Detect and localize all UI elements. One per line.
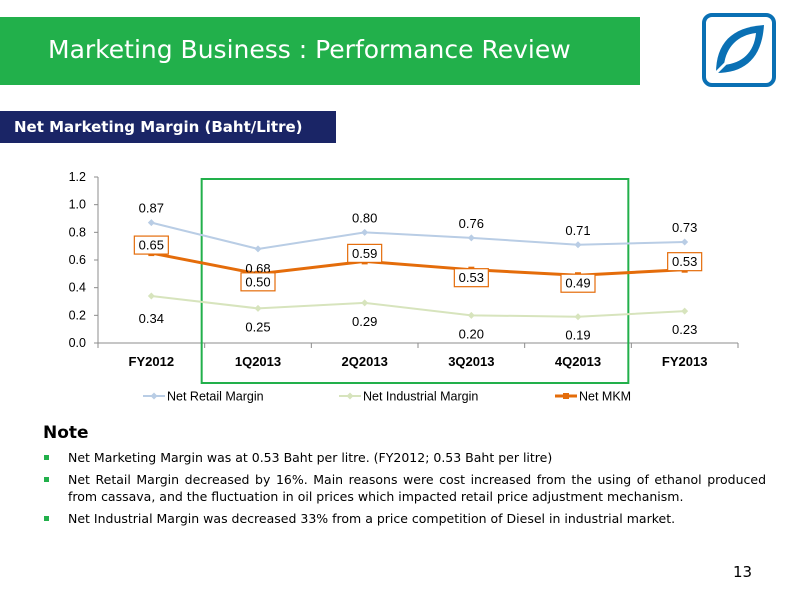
data-label-net-mkm: 0.65 — [139, 238, 164, 253]
legend-label: Net Industrial Margin — [363, 390, 478, 404]
legend-swatch-marker — [346, 392, 354, 400]
y-tick-label: 0.8 — [69, 225, 86, 239]
data-point-net-retail-margin — [574, 241, 582, 249]
data-point-net-retail-margin — [681, 238, 689, 246]
data-label-net-retail-margin: 0.76 — [459, 216, 484, 231]
y-tick-label: 0.4 — [69, 281, 86, 295]
note-item: Net Industrial Margin was decreased 33% … — [42, 510, 766, 527]
y-tick-label: 0.6 — [69, 253, 86, 267]
x-tick-label: 2Q2013 — [342, 354, 388, 369]
title-bar — [0, 17, 640, 85]
data-label-net-industrial-margin: 0.34 — [139, 311, 164, 326]
note-list: Net Marketing Margin was at 0.53 Baht pe… — [42, 449, 766, 532]
data-label-net-industrial-margin: 0.25 — [245, 319, 270, 334]
series-line-net-retail-margin — [151, 221, 685, 250]
data-point-net-industrial-margin — [361, 299, 369, 307]
section-header-bar — [0, 111, 336, 143]
data-label-net-retail-margin: 0.87 — [139, 201, 164, 216]
data-label-net-industrial-margin: 0.19 — [565, 328, 590, 343]
data-point-net-industrial-margin — [254, 304, 262, 312]
data-point-net-retail-margin — [254, 245, 262, 253]
bullet-icon — [44, 516, 49, 521]
note-item: Net Marketing Margin was at 0.53 Baht pe… — [42, 449, 766, 466]
data-label-box-net-mkm — [560, 273, 596, 293]
note-item-text: Net Retail Margin decreased by 16%. Main… — [68, 472, 766, 504]
data-label-net-mkm: 0.53 — [672, 254, 697, 269]
bullet-icon — [44, 455, 49, 460]
data-label-box-net-mkm — [347, 243, 383, 263]
x-tick-label: FY2013 — [662, 354, 708, 369]
line-chart: 0.0 0.2 0.4 0.6 0.8 1.0 1.2 FY2012 1Q2013 2Q2013 3… — [69, 170, 739, 404]
legend-swatch-marker — [150, 392, 158, 400]
x-tick-label: 4Q2013 — [555, 354, 601, 369]
legend-label: Net Retail Margin — [167, 390, 264, 404]
data-label-box-net-mkm — [453, 268, 489, 288]
data-point-net-retail-margin — [467, 234, 475, 242]
series-line-net-mkm — [151, 251, 685, 277]
data-label-net-retail-margin: 0.71 — [565, 223, 590, 238]
page-number: 13 — [733, 563, 753, 581]
data-label-net-retail-margin: 0.73 — [672, 220, 697, 235]
data-label-box-net-mkm — [133, 235, 169, 255]
legend-label: Net MKM — [579, 390, 631, 404]
y-tick-label: 1.0 — [69, 198, 86, 212]
note-item-text: Net Marketing Margin was at 0.53 Baht pe… — [68, 450, 553, 465]
y-tick-label: 0.0 — [69, 336, 86, 350]
y-tick-label: 1.2 — [69, 170, 86, 184]
note-item-text: Net Industrial Margin was decreased 33% … — [68, 511, 676, 526]
data-label-box-net-mkm — [240, 272, 276, 292]
data-label-net-industrial-margin: 0.20 — [459, 326, 484, 341]
page-title: Marketing Business : Performance Review — [48, 35, 571, 64]
data-point-net-industrial-margin — [467, 311, 475, 319]
note-item: Net Retail Margin decreased by 16%. Main… — [42, 471, 766, 505]
data-label-net-industrial-margin: 0.29 — [352, 314, 377, 329]
x-tick-label: FY2012 — [129, 354, 175, 369]
data-label-net-mkm: 0.59 — [352, 246, 377, 261]
data-point-net-retail-margin — [147, 219, 155, 227]
data-label-net-retail-margin: 0.68 — [245, 261, 270, 276]
data-label-net-mkm: 0.50 — [245, 274, 270, 289]
x-tick-label: 3Q2013 — [448, 354, 494, 369]
data-label-box-net-mkm — [667, 252, 703, 272]
data-point-net-retail-margin — [361, 228, 369, 236]
bullet-icon — [44, 477, 49, 482]
leaf-logo-icon — [702, 13, 776, 87]
y-tick-label: 0.2 — [69, 308, 86, 322]
data-label-net-mkm: 0.49 — [565, 276, 590, 291]
x-tick-label: 1Q2013 — [235, 354, 281, 369]
data-point-net-industrial-margin — [574, 313, 582, 321]
data-point-net-industrial-margin — [147, 292, 155, 300]
note-title: Note — [43, 423, 89, 443]
series-line-net-industrial-margin — [151, 294, 685, 318]
highlight-box — [200, 178, 630, 384]
data-label-net-retail-margin: 0.80 — [352, 210, 377, 225]
legend-swatch-marker — [563, 393, 569, 399]
section-header: Net Marketing Margin (Baht/Litre) — [14, 118, 303, 136]
data-point-net-industrial-margin — [681, 307, 689, 315]
data-label-net-mkm: 0.53 — [459, 270, 484, 285]
data-label-net-industrial-margin: 0.23 — [672, 322, 697, 337]
